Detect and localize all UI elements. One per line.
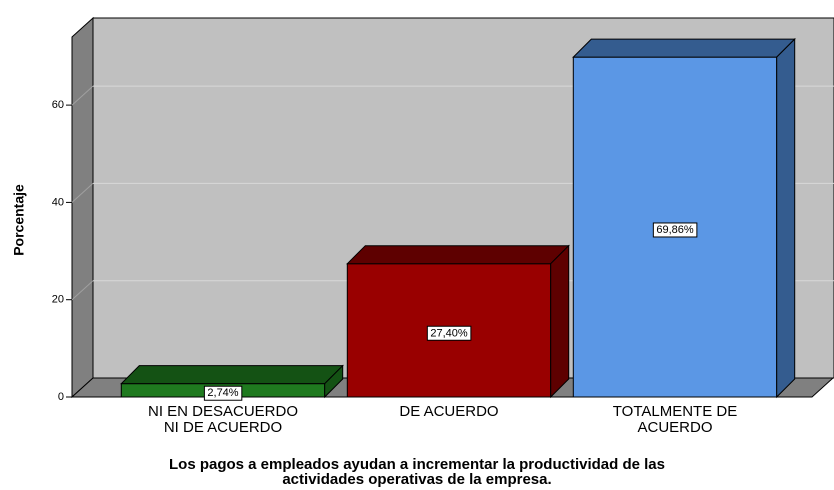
y-tick-label: 0	[58, 391, 64, 403]
chart-title: Los pagos a empleados ayudan a increment…	[169, 456, 665, 473]
y-tick-label: 40	[52, 196, 64, 208]
y-axis-label: Porcentaje	[11, 184, 27, 256]
bar-top	[120, 365, 344, 385]
left-wall	[71, 16, 94, 399]
grid-line	[71, 183, 94, 203]
x-tick-label: TOTALMENTE DE	[613, 403, 737, 420]
bar	[572, 37, 796, 399]
bar-side	[324, 364, 344, 399]
value-label: 69,86%	[656, 224, 694, 236]
bar-top	[346, 245, 570, 265]
y-tick-label: 60	[52, 99, 64, 111]
x-tick-label: NI DE ACUERDO	[164, 419, 282, 436]
chart-title: actividades operativas de la empresa.	[282, 471, 551, 488]
bar-top	[572, 38, 796, 58]
grid-line	[71, 280, 94, 301]
x-tick-label: NI EN DESACUERDO	[148, 403, 298, 420]
value-label: 27,40%	[430, 327, 468, 339]
x-tick-label: DE ACUERDO	[399, 403, 498, 420]
bar-side	[550, 244, 570, 399]
y-tick-label: 20	[52, 294, 64, 306]
value-label-box	[652, 222, 698, 238]
value-label-box	[426, 325, 472, 341]
bar-side	[776, 37, 796, 399]
bar	[346, 244, 570, 399]
x-tick-label: ACUERDO	[637, 419, 712, 436]
grid-line	[71, 85, 94, 106]
value-label-box	[203, 385, 243, 401]
value-label: 2,74%	[207, 387, 238, 399]
